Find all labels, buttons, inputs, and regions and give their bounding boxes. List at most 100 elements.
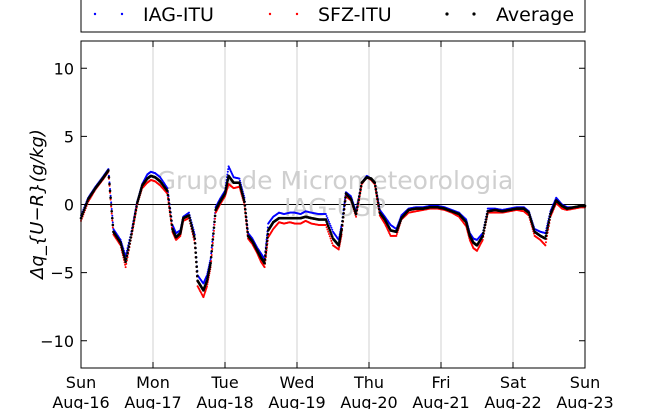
data-point [377, 204, 380, 208]
data-point [224, 186, 228, 189]
data-point [121, 249, 125, 253]
data-point [326, 228, 329, 231]
legend-marker-iag-itu-2 [120, 12, 124, 16]
data-point [375, 194, 379, 198]
data-point [329, 230, 332, 234]
data-point [481, 234, 485, 238]
y-tick-label: 5 [64, 127, 74, 146]
data-point [376, 201, 380, 204]
watermark-line-1: Grupo de Micrometeorologia [157, 166, 514, 195]
x-tick-label-date: Aug-22 [484, 393, 541, 409]
data-point [108, 182, 111, 186]
data-point [375, 191, 378, 194]
data-point [354, 212, 358, 216]
data-point [240, 192, 244, 195]
data-point [132, 222, 135, 226]
data-point [242, 196, 245, 199]
data-point [209, 258, 212, 260]
data-point [170, 223, 174, 227]
x-tick-label-date: Aug-20 [340, 393, 397, 409]
data-point [545, 229, 549, 232]
data-point [326, 224, 330, 228]
data-point [111, 226, 114, 229]
data-point [324, 223, 327, 226]
data-point [327, 230, 330, 233]
data-point [126, 251, 129, 254]
data-point [264, 247, 268, 250]
data-point [356, 205, 359, 209]
data-point [246, 230, 249, 234]
data-point [191, 229, 195, 233]
data-point [109, 196, 112, 199]
data-point [132, 219, 136, 222]
data-point [109, 198, 112, 201]
data-point [138, 193, 141, 197]
data-point [170, 219, 173, 222]
data-point [377, 208, 381, 211]
data-point [209, 255, 213, 259]
data-point [340, 223, 344, 227]
data-point [238, 183, 242, 187]
data-point [395, 233, 398, 236]
data-point [124, 266, 127, 269]
legend-label-average: Average [496, 4, 574, 26]
data-point [482, 231, 485, 235]
data-point [330, 226, 333, 229]
data-point [239, 187, 243, 191]
data-point [358, 191, 362, 195]
x-tick-label-day: Fri [431, 373, 450, 392]
x-tick-label-day: Sun [570, 373, 600, 392]
data-point [244, 211, 247, 215]
data-point [328, 233, 330, 236]
x-tick-label-date: Aug-23 [556, 393, 613, 409]
data-point [139, 188, 143, 191]
data-point [226, 180, 229, 184]
data-point [195, 265, 198, 269]
data-point [138, 192, 142, 195]
legend-entry-sfz-itu: SFZ-ITU [268, 4, 392, 26]
data-point [227, 168, 230, 171]
data-point [325, 215, 328, 218]
data-point [243, 204, 247, 207]
x-tick-label-day: Sat [500, 373, 526, 392]
data-point [109, 188, 112, 191]
data-point [483, 223, 487, 227]
x-tick-label-day: Thu [353, 373, 384, 392]
data-point [530, 219, 533, 223]
axis-ticks [80, 41, 586, 368]
data-point [484, 218, 488, 221]
data-point [128, 242, 131, 245]
data-point [356, 202, 360, 205]
data-point [355, 209, 358, 212]
data-point [212, 235, 215, 238]
data-point [263, 258, 267, 261]
x-tick-label-date: Aug-19 [268, 393, 325, 409]
data-point [343, 204, 346, 207]
data-point [207, 269, 211, 273]
data-point [528, 213, 531, 217]
data-point [140, 186, 143, 189]
data-point [357, 198, 360, 202]
data-point [125, 262, 128, 265]
data-point [108, 189, 112, 193]
data-point [239, 185, 242, 189]
data-point [205, 279, 209, 283]
data-point [194, 256, 198, 259]
data-point [359, 184, 363, 188]
data-point [131, 226, 134, 229]
data-point [188, 216, 191, 220]
data-point [245, 226, 249, 230]
data-point [357, 195, 361, 198]
data-point [110, 205, 113, 208]
data-point [139, 190, 142, 193]
data-point [107, 175, 111, 179]
data-point [193, 241, 197, 245]
data-point [195, 270, 199, 273]
x-tick-label-day: Sun [66, 373, 96, 392]
data-point [126, 248, 130, 251]
data-point [374, 188, 378, 191]
data-point [135, 201, 139, 205]
data-point [341, 219, 344, 223]
data-point [544, 234, 548, 238]
data-point [168, 210, 172, 214]
